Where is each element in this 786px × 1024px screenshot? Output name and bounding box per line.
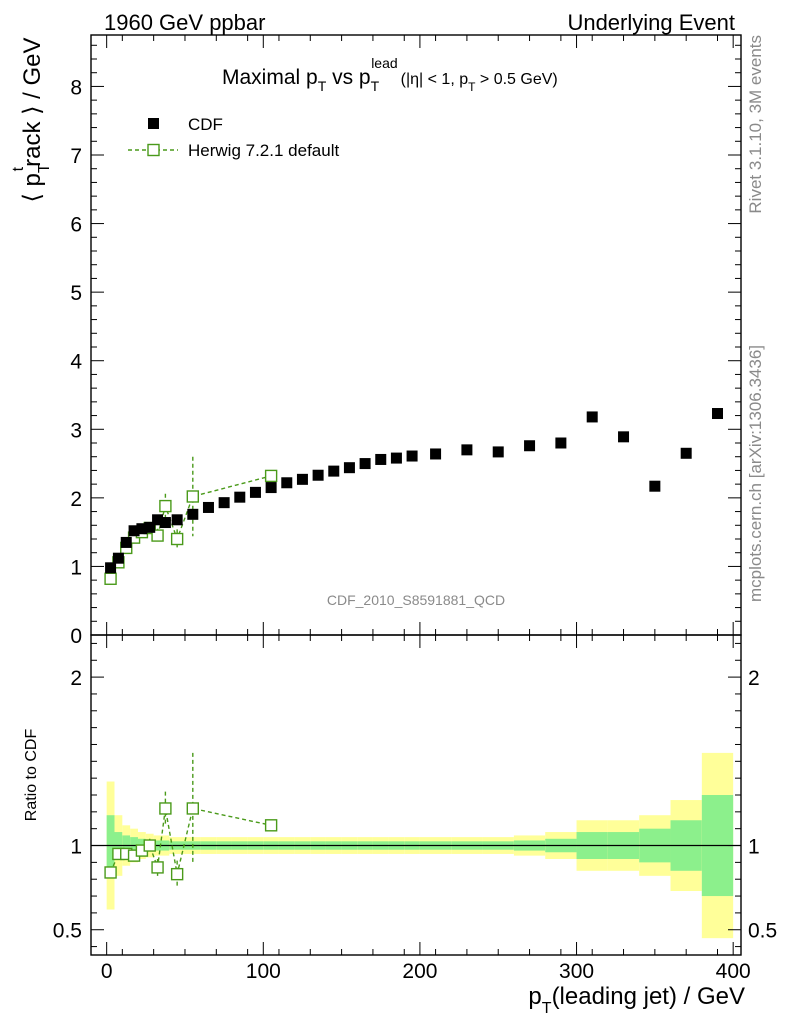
- legend: CDF Herwig 7.2.1 default: [128, 115, 339, 160]
- rivet-label: Rivet 3.1.10, 3M events: [746, 35, 765, 214]
- main-ytick-label: 2: [70, 488, 82, 511]
- ratio-ytick-label-right: 2: [748, 667, 760, 690]
- ratio-herwig-point: [264, 819, 278, 832]
- legend-herwig-marker: [147, 143, 160, 157]
- herwig-point: [159, 499, 172, 513]
- cdf-point: [234, 491, 246, 503]
- main-ytick-label: 4: [70, 351, 82, 374]
- cdf-point: [375, 453, 387, 465]
- cdf-point: [136, 523, 148, 535]
- main-panel: 0 1 2 3 4 5 6 7 8: [70, 34, 742, 648]
- cdf-point: [265, 482, 277, 494]
- herwig-point: [170, 532, 184, 546]
- legend-cdf-label: CDF: [188, 115, 223, 134]
- main-ytick-label: 1: [70, 556, 82, 579]
- ratio-ylabel: Ratio to CDF: [23, 729, 40, 822]
- cdf-point: [112, 552, 124, 564]
- main-plot-content: [104, 408, 724, 585]
- herwig-point: [104, 572, 117, 585]
- herwig-point: [264, 469, 278, 483]
- cdf-point: [406, 450, 418, 462]
- main-ticks: 0 1 2 3 4 5 6 7 8: [70, 35, 741, 648]
- xtick-label: 300: [559, 960, 594, 983]
- legend-cdf-marker: [148, 118, 159, 129]
- cdf-point: [312, 469, 324, 481]
- watermark: CDF_2010_S8591881_QCD: [327, 592, 505, 608]
- xtick-label: 100: [246, 960, 281, 983]
- herwig-point: [186, 490, 200, 503]
- cdf-point: [343, 462, 355, 474]
- cdf-point: [461, 444, 473, 456]
- cdf-point: [680, 447, 692, 459]
- ratio-ytick-label: 2: [70, 667, 82, 690]
- cdf-point: [555, 437, 567, 449]
- ratio-ytick-label-right: 0.5: [748, 920, 777, 943]
- cdf-point: [328, 465, 340, 477]
- cdf-point: [492, 446, 504, 458]
- xtick-label: 0: [101, 960, 113, 983]
- cdf-point: [152, 514, 164, 526]
- cdf-point: [618, 431, 630, 443]
- cdf-point: [430, 448, 442, 460]
- cdf-point: [359, 458, 371, 470]
- plot-title: Maximal pT vs pTlead(|η| < 1, pT > 0.5 G…: [222, 55, 558, 94]
- cdf-point: [159, 517, 171, 529]
- main-ytick-label: 6: [70, 214, 82, 237]
- cdf-point: [296, 473, 308, 485]
- mcplots-label: mcplots.cern.ch [arXiv:1306.3436]: [746, 345, 765, 602]
- main-ytick-label: 5: [70, 282, 82, 305]
- cdf-point: [249, 486, 261, 498]
- cdf-point: [202, 501, 214, 513]
- ratio-herwig-point: [170, 867, 184, 881]
- main-ytick-label: 0: [70, 625, 82, 648]
- cdf-point: [586, 411, 598, 423]
- ratio-panel: 0.5 0.5 1 1 2 2 0 100 200 300 400: [53, 634, 777, 983]
- header-left: 1960 GeV ppbar: [104, 10, 265, 35]
- ratio-plot-content: [91, 752, 741, 939]
- ratio-herwig-point: [159, 802, 172, 815]
- cdf-point: [712, 408, 724, 420]
- main-ylabel: ⟨ pTtrack ⟩ / GeV: [10, 37, 53, 202]
- xtick-label: 400: [716, 960, 751, 983]
- herwig-point: [151, 529, 164, 542]
- ratio-ticks: 0.5 0.5 1 1 2 2 0 100 200 300 400: [53, 635, 777, 983]
- header-right: Underlying Event: [567, 10, 735, 35]
- legend-herwig-label: Herwig 7.2.1 default: [188, 141, 339, 160]
- cdf-point: [524, 440, 536, 452]
- cdf-point: [120, 536, 132, 548]
- cdf-point: [390, 452, 402, 464]
- ratio-herwig-point: [104, 866, 117, 879]
- ratio-frame: [90, 634, 742, 956]
- cdf-point: [128, 525, 140, 537]
- ratio-ytick-label: 1: [70, 836, 82, 859]
- ratio-herwig-point: [186, 802, 200, 815]
- ratio-herwig-point: [143, 839, 156, 852]
- ratio-ytick-label: 0.5: [53, 920, 82, 943]
- ratio-herwig-point: [151, 861, 164, 874]
- xlabel: pT(leading jet) / GeV: [528, 983, 745, 1017]
- cdf-point: [649, 480, 661, 492]
- main-ytick-label: 3: [70, 419, 82, 442]
- cdf-point: [281, 477, 293, 489]
- xtick-label: 200: [402, 960, 437, 983]
- cdf-point: [171, 514, 183, 526]
- main-ytick-label: 8: [70, 76, 82, 99]
- cdf-point: [187, 508, 199, 520]
- main-ytick-label: 7: [70, 145, 82, 168]
- cdf-point: [105, 562, 117, 574]
- ratio-herwig-line: [109, 807, 272, 875]
- ratio-ytick-label-right: 1: [748, 836, 760, 859]
- cdf-point: [218, 497, 230, 509]
- cdf-point: [144, 521, 156, 533]
